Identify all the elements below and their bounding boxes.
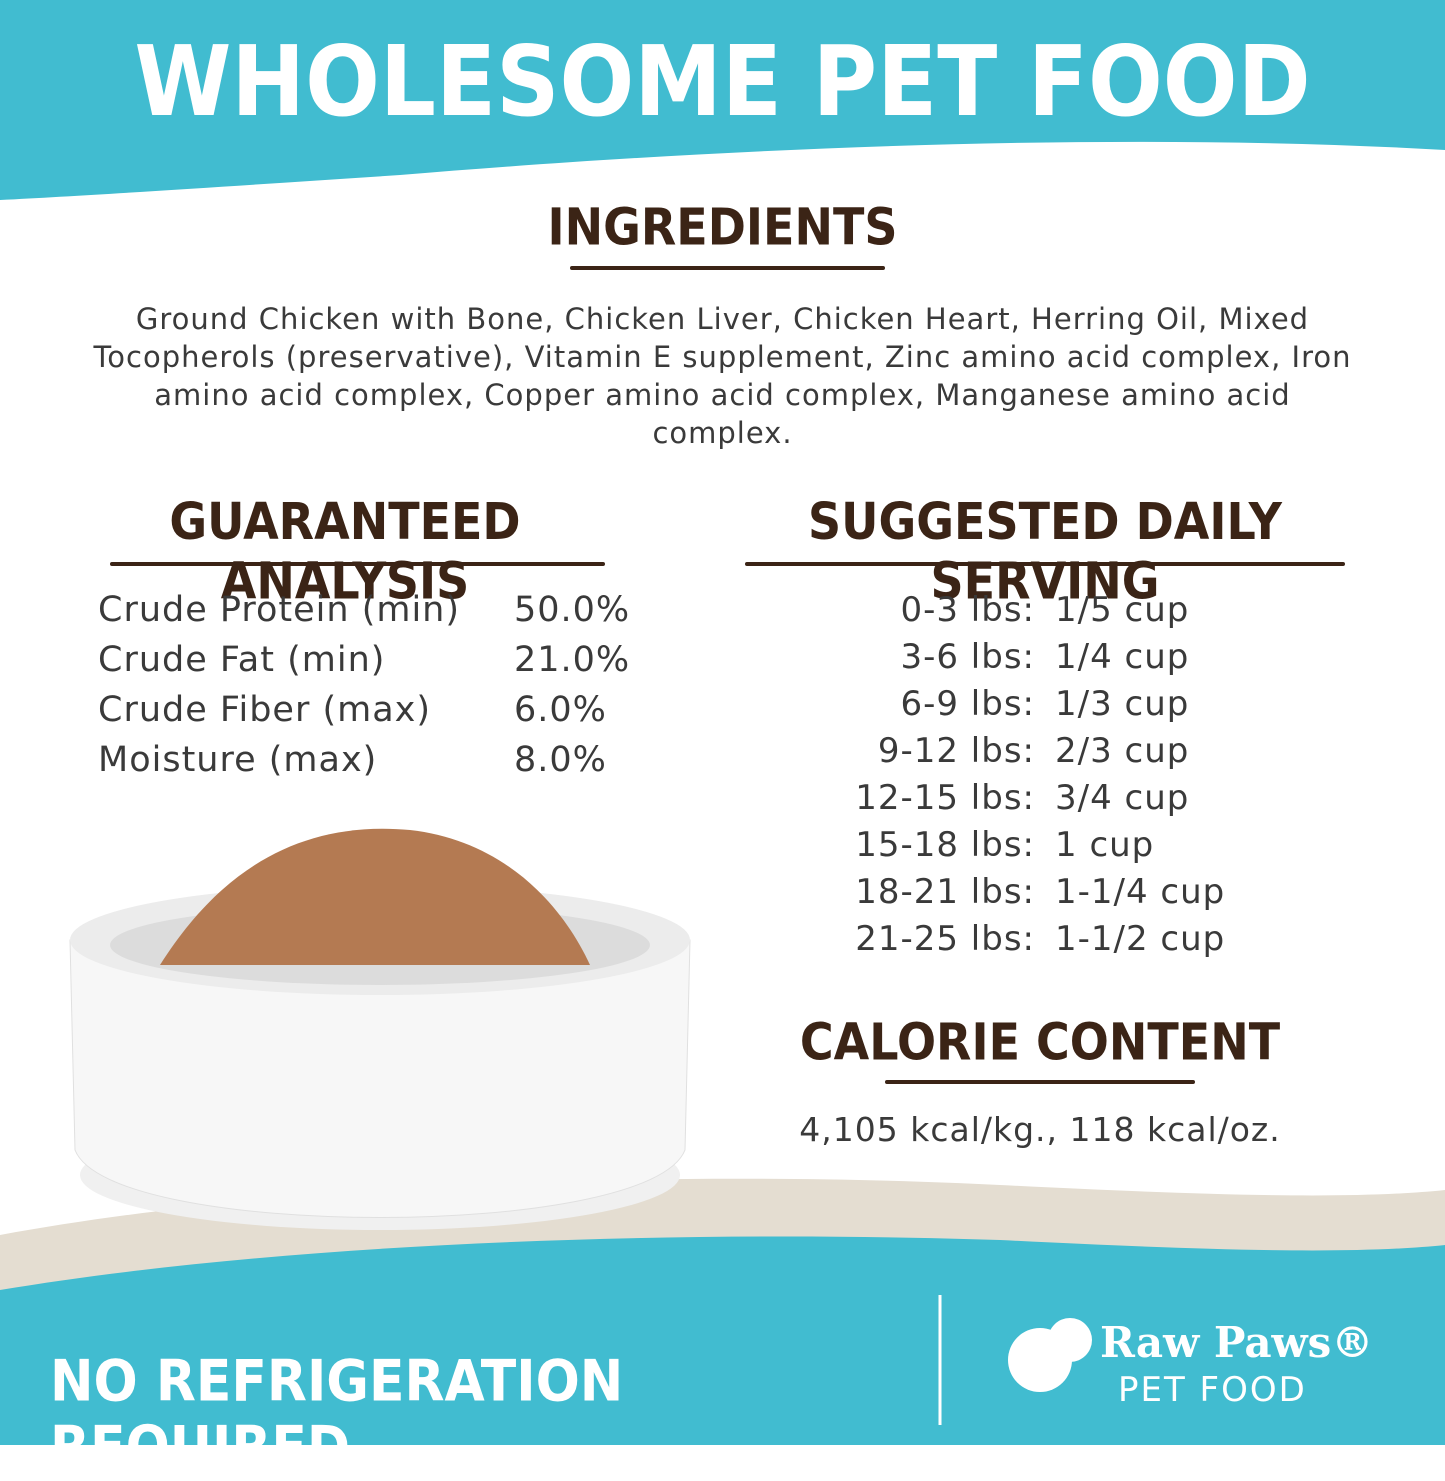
title: WHOLESOME PET FOOD	[134, 24, 1311, 139]
calorie-heading: CALORIE CONTENT	[799, 1012, 1281, 1072]
table-cell: Crude Fiber (max)	[98, 690, 432, 730]
page: WHOLESOME PET FOOD INGREDIENTS Ground Ch…	[0, 0, 1445, 1445]
table-cell: Crude Fat (min)	[98, 640, 386, 680]
table-cell: 2/3 cup	[1055, 731, 1190, 771]
table-cell: 9-12 lbs:	[877, 731, 1035, 771]
table-cell: 6.0%	[514, 690, 607, 730]
background	[0, 0, 1445, 1445]
table-cell: 1/5 cup	[1055, 590, 1190, 630]
footer-note: NO REFRIGERATION REQUIRED	[50, 1349, 624, 1481]
brand-name: Raw Paws®	[1100, 1318, 1374, 1367]
table-cell: 1-1/2 cup	[1055, 919, 1226, 959]
ingredients-text: Ground Chicken with Bone, Chicken Liver,…	[93, 302, 1352, 450]
brand-tagline: PET FOOD	[1118, 1370, 1307, 1410]
table-cell: 21-25 lbs:	[855, 919, 1035, 959]
calorie-text: 4,105 kcal/kg., 118 kcal/oz.	[799, 1110, 1281, 1149]
table-cell: 18-21 lbs:	[855, 872, 1035, 912]
serving-heading: SUGGESTED DAILY SERVING	[808, 491, 1282, 611]
table-cell: 21.0%	[514, 640, 631, 680]
table-cell: 1/3 cup	[1055, 684, 1190, 724]
table-cell: Moisture (max)	[98, 740, 378, 780]
table-cell: 50.0%	[514, 590, 631, 630]
rule	[885, 1080, 1195, 1084]
table-cell: 1 cup	[1055, 825, 1155, 865]
table-cell: 3-6 lbs:	[900, 637, 1035, 677]
table-cell: Crude Protein (min)	[98, 590, 461, 630]
table-cell: 1/4 cup	[1055, 637, 1190, 677]
rule	[570, 266, 885, 270]
table-cell: 15-18 lbs:	[855, 825, 1035, 865]
rule	[110, 562, 605, 566]
table-cell: 3/4 cup	[1055, 778, 1190, 818]
rule	[745, 562, 1345, 566]
table-cell: 6-9 lbs:	[900, 684, 1035, 724]
analysis-heading: GUARANTEED ANALYSIS	[169, 491, 521, 611]
table-cell: 8.0%	[514, 740, 607, 780]
table-cell: 1-1/4 cup	[1055, 872, 1226, 912]
table-cell: 0-3 lbs:	[900, 590, 1035, 630]
ingredients-heading: INGREDIENTS	[547, 197, 898, 257]
table-cell: 12-15 lbs:	[855, 778, 1035, 818]
